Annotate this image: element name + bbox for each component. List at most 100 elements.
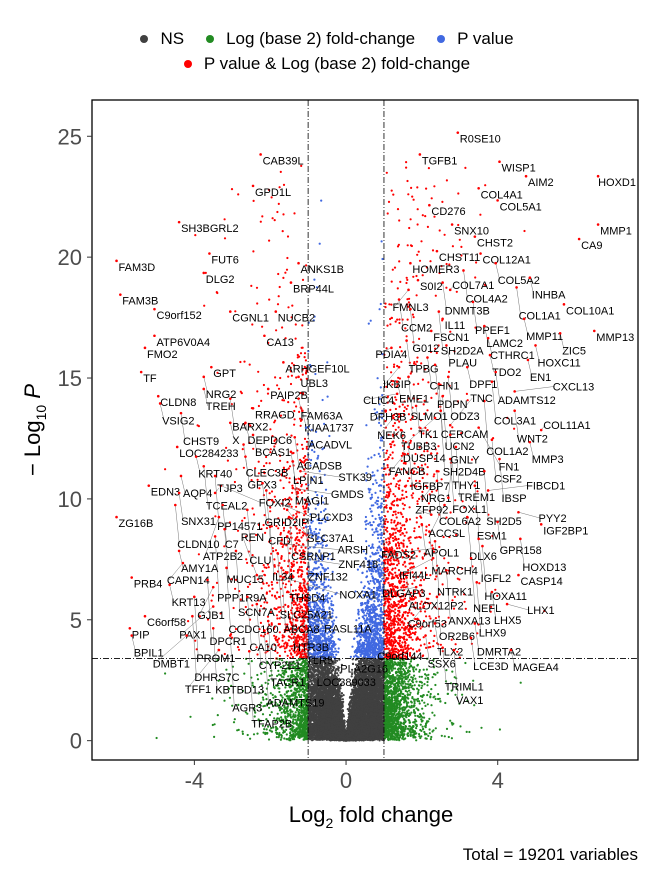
point: [268, 492, 271, 495]
point: [394, 543, 398, 546]
legend-label: NS: [160, 29, 185, 48]
point: [164, 468, 167, 471]
point: [294, 711, 297, 714]
point: [379, 446, 382, 449]
point: [480, 726, 483, 729]
legend-item: NS: [140, 28, 184, 49]
point: [385, 506, 388, 509]
point: [294, 545, 297, 548]
point: [426, 684, 429, 687]
point: [407, 555, 411, 558]
point: [262, 698, 265, 701]
point: [426, 680, 429, 684]
point: [356, 635, 359, 638]
point: [308, 525, 311, 528]
point: [371, 533, 374, 537]
point: [391, 457, 394, 460]
point: [451, 245, 454, 248]
point: [386, 324, 389, 327]
point: [239, 390, 242, 393]
point: [332, 604, 335, 607]
point: [327, 592, 330, 595]
point: [412, 383, 415, 386]
point: [523, 229, 526, 233]
point: [379, 424, 383, 427]
point: [385, 541, 388, 544]
point: [399, 623, 402, 626]
point: [396, 564, 399, 567]
point: [318, 242, 321, 245]
point: [256, 678, 260, 681]
point: [418, 480, 421, 483]
point: [380, 542, 383, 546]
point: [421, 725, 424, 728]
point: [356, 640, 359, 644]
point: [285, 268, 289, 271]
point: [278, 285, 281, 289]
point: [216, 714, 219, 717]
point: [263, 514, 266, 517]
point: [342, 694, 345, 697]
point: [405, 667, 408, 670]
point: [241, 730, 244, 733]
legend-dot-icon: [206, 34, 215, 43]
point: [371, 559, 374, 563]
point: [395, 398, 398, 401]
point: [454, 643, 457, 646]
point: [283, 470, 286, 473]
point: [270, 711, 273, 714]
point: [335, 616, 338, 619]
legend-dot-icon: [140, 34, 149, 43]
point: [279, 459, 282, 462]
point: [400, 626, 404, 629]
point: [415, 727, 418, 730]
point: [418, 550, 421, 553]
point: [388, 303, 391, 306]
point: [402, 539, 405, 542]
point: [439, 700, 442, 703]
point: [418, 497, 421, 500]
point: [381, 409, 384, 412]
point: [405, 161, 408, 164]
point: [411, 582, 414, 585]
point: [368, 582, 371, 585]
legend-label: P value & Log (base 2) fold-change: [203, 54, 471, 73]
point: [454, 499, 457, 502]
point: [429, 696, 432, 699]
point: [303, 437, 307, 440]
point: [276, 591, 279, 594]
point: [287, 306, 290, 309]
point: [377, 563, 381, 566]
point: [257, 404, 260, 408]
point: [443, 557, 446, 560]
point: [399, 280, 402, 283]
point: [367, 522, 370, 525]
point: [460, 245, 463, 248]
point: [286, 644, 289, 647]
point: [245, 535, 248, 538]
point: [277, 202, 280, 205]
point: [388, 537, 391, 541]
point: [366, 617, 369, 620]
point: [289, 382, 293, 386]
point: [506, 416, 509, 419]
point: [385, 645, 388, 648]
point: [265, 527, 268, 530]
legend-item: P value: [437, 28, 514, 49]
point: [274, 549, 278, 552]
point: [349, 655, 352, 658]
point: [393, 422, 396, 425]
point: [426, 225, 429, 228]
point: [381, 577, 384, 580]
point: [425, 646, 428, 650]
point: [252, 250, 255, 253]
point: [369, 507, 372, 510]
point: [422, 636, 425, 639]
point: [416, 253, 419, 256]
point: [302, 456, 305, 459]
legend-label: Log (base 2) fold-change: [226, 29, 416, 48]
point: [394, 407, 397, 411]
point: [420, 718, 423, 721]
point: [424, 737, 427, 740]
point: [435, 489, 438, 492]
